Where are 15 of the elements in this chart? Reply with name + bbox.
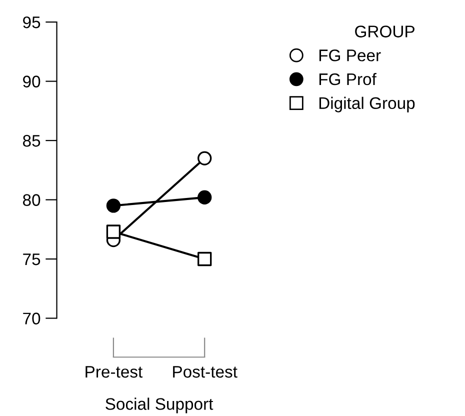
legend-label: FG Peer [319, 50, 381, 62]
y-tick-label: 85 [22, 134, 40, 147]
x-tick-label: Pre-test [86, 366, 143, 378]
point [106, 224, 121, 239]
y-tick-label: 70 [23, 312, 40, 324]
y-tick-label: 80 [22, 194, 40, 206]
y-tick-label: 90 [23, 76, 40, 88]
y-tick-label: 75 [23, 254, 40, 266]
legend-label: FG Prof [319, 72, 376, 86]
legend-title: GROUP [355, 26, 414, 38]
x-tick-label: Post-test [173, 366, 238, 378]
point [198, 252, 212, 266]
y-tick-label: 95 [23, 16, 40, 28]
legend-label: Digital Group [319, 96, 415, 112]
x-axis-title: Social Support [106, 398, 214, 414]
